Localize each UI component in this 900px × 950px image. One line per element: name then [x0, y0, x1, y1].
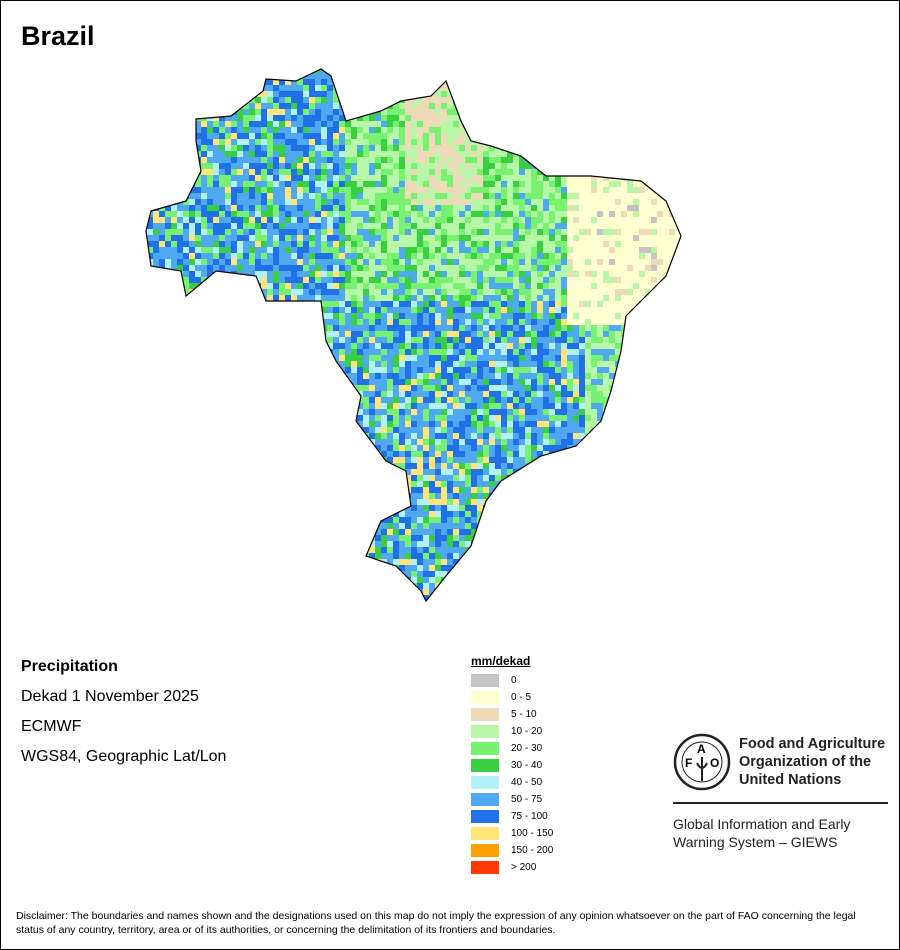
legend-swatch	[471, 827, 499, 840]
legend-swatch	[471, 861, 499, 874]
legend-label: > 200	[511, 862, 537, 873]
legend-label: 40 - 50	[511, 777, 543, 788]
legend-swatch	[471, 691, 499, 704]
legend-item: > 200	[471, 859, 553, 876]
legend-item: 0	[471, 672, 553, 689]
legend-swatch	[471, 742, 499, 755]
legend-title: mm/dekad	[471, 654, 531, 668]
legend-label: 5 - 10	[511, 709, 537, 720]
legend-label: 30 - 40	[511, 760, 543, 771]
variable-label: Precipitation	[21, 658, 118, 675]
legend: mm/dekad 0 0 - 5 5 - 10 10 - 20 20 - 30 30 - …	[471, 654, 553, 876]
period-label: Dekad 1 November 2025	[21, 688, 199, 705]
fao-name: Food and Agriculture Organization of the…	[739, 736, 886, 788]
legend-item: 0 - 5	[471, 689, 553, 706]
legend-swatch	[471, 776, 499, 789]
legend-label: 100 - 150	[511, 828, 554, 839]
disclaimer: Disclaimer: The boundaries and names sho…	[16, 910, 856, 936]
legend-item: 10 - 20	[471, 723, 553, 740]
legend-item: 20 - 30	[471, 740, 553, 757]
divider	[673, 802, 888, 804]
source-label: ECMWF	[21, 718, 82, 735]
brazil-outline	[145, 68, 682, 603]
legend-label: 10 - 20	[511, 726, 543, 737]
projection-label: WGS84, Geographic Lat/Lon	[21, 748, 227, 765]
legend-item: 30 - 40	[471, 757, 553, 774]
legend-label: 0	[511, 675, 517, 686]
legend-swatch	[471, 725, 499, 738]
legend-item: 40 - 50	[471, 774, 553, 791]
giews-name: Global Information and Early Warning Sys…	[673, 816, 851, 850]
legend-label: 20 - 30	[511, 743, 543, 754]
legend-swatch	[471, 674, 499, 687]
legend-swatch	[471, 793, 499, 806]
legend-item: 100 - 150	[471, 825, 553, 842]
legend-swatch	[471, 708, 499, 721]
legend-swatch	[471, 759, 499, 772]
legend-item: 150 - 200	[471, 842, 553, 859]
fao-logo-icon: F A O	[673, 733, 731, 791]
legend-label: 150 - 200	[511, 845, 554, 856]
legend-item: 5 - 10	[471, 706, 553, 723]
legend-label: 0 - 5	[511, 692, 532, 703]
legend-swatch	[471, 844, 499, 857]
map-title: Brazil	[21, 21, 95, 51]
legend-swatch	[471, 810, 499, 823]
legend-item: 75 - 100	[471, 808, 553, 825]
precipitation-grid	[146, 69, 681, 601]
legend-label: 75 - 100	[511, 811, 548, 822]
legend-item: 50 - 75	[471, 791, 553, 808]
legend-label: 50 - 75	[511, 794, 543, 805]
